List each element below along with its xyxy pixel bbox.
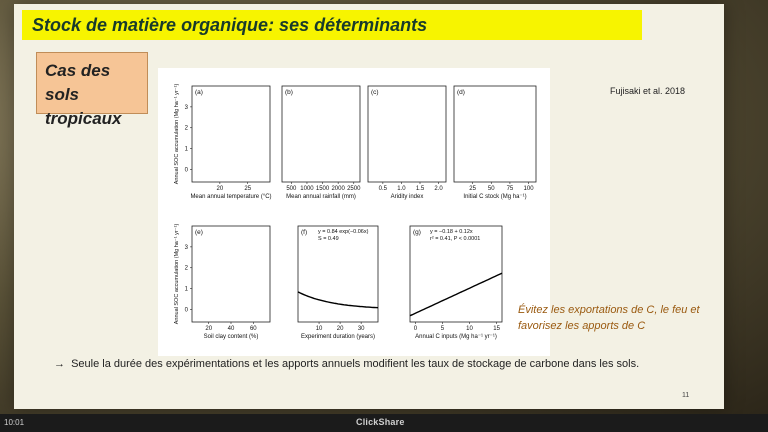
title-bar: Stock de matière organique: ses détermin… [22,10,642,40]
clock: 10:01 [4,418,25,427]
slide-subtitle: Cas des sols tropicaux [45,61,122,128]
y-tick-label: 2 [185,266,189,272]
panel-label: (d) [457,89,465,96]
x-tick-label: 2000 [331,186,345,192]
x-tick-label: 100 [524,186,535,192]
y-tick-label: 0 [185,307,189,313]
panel-label: (g) [413,229,421,236]
panel-frame [191,85,271,183]
x-tick-label: 0.5 [379,186,388,192]
recommendation-note: Évitez les exportations de C, le feu et … [518,304,700,332]
panel-label: (c) [371,89,379,96]
x-tick-label: 40 [228,326,235,332]
conclusion-line: → Seule la durée des expérimentations et… [54,358,734,370]
x-tick-label: 15 [493,326,500,332]
x-tick-label: 2.0 [434,186,443,192]
x-tick-label: 10 [466,326,473,332]
fit-equation: y = 0.84 exp(−0.06x) [318,229,369,235]
y-axis-label: Annual SOC accumulation (Mg ha⁻¹ yr⁻¹) [174,224,180,325]
y-tick-label: 3 [185,105,189,111]
x-tick-label: 2500 [347,186,361,192]
x-tick-label: 50 [488,186,495,192]
x-tick-label: 75 [507,186,514,192]
citation: Fujisaki et al. 2018 [610,86,686,96]
panel-label: (a) [195,89,203,96]
panel-frame [281,85,361,183]
x-axis-label: Mean annual rainfall (mm) [286,194,356,200]
fit-equation: r² = 0.41, P < 0.0001 [430,236,480,242]
x-tick-label: 1.0 [397,186,406,192]
panel-frame [297,225,379,323]
x-tick-label: 1.5 [416,186,425,192]
status-bar: 10:01 ClickShare [0,414,768,432]
x-tick-label: 5 [441,326,445,332]
x-tick-label: 20 [217,186,224,192]
x-axis-label: Experiment duration (years) [301,334,375,340]
y-tick-label: 2 [185,126,189,132]
panel-label: (b) [285,89,293,96]
scatter-figure: (a) 20 25 0 1 2 3 Mean annual temperature (°C) A… [158,68,550,356]
fit-equation: y = −0.18 + 0.12x [430,229,473,235]
arrow-icon: → [54,358,65,370]
x-tick-label: 500 [286,186,297,192]
panel-frame [367,85,447,183]
y-tick-label: 3 [185,245,189,251]
fit-equation: S = 0.49 [318,236,339,242]
panel-frame [409,225,503,323]
conclusion-text: Seule la durée des expérimentations et l… [71,358,640,370]
clickshare-logo: ClickShare [356,417,405,427]
x-tick-label: 30 [358,326,365,332]
panel-label: (f) [301,229,307,236]
page-number: 11 [682,392,690,399]
panel-frame [453,85,537,183]
x-axis-label: Mean annual temperature (°C) [190,194,271,200]
subtitle-box: Cas des sols tropicaux [36,52,148,128]
slide-title: Stock de matière organique: ses détermin… [32,15,428,35]
x-tick-label: 60 [250,326,257,332]
presentation-slide: Stock de matière organique: ses détermin… [14,4,724,409]
x-tick-label: 10 [316,326,323,332]
x-tick-label: 25 [469,186,476,192]
x-tick-label: 1000 [300,186,314,192]
y-tick-label: 0 [185,167,189,173]
y-axis-label: Annual SOC accumulation (Mg ha⁻¹ yr⁻¹) [174,84,180,185]
x-tick-label: 1500 [316,186,330,192]
x-tick-label: 25 [244,186,251,192]
y-tick-label: 1 [185,147,189,153]
panel-label: (e) [195,229,203,236]
x-axis-label: Initial C stock (Mg ha⁻¹) [463,194,526,200]
y-tick-label: 1 [185,287,189,293]
x-tick-label: 20 [337,326,344,332]
x-axis-label: Soil clay content (%) [204,334,259,340]
x-tick-label: 20 [205,326,212,332]
panel-frame [191,225,271,323]
x-axis-label: Annual C inputs (Mg ha⁻¹ yr⁻¹) [415,334,497,340]
x-tick-label: 0 [414,326,418,332]
fit-line [409,272,503,317]
x-axis-label: Aridity index [391,194,424,200]
fit-line [297,291,379,309]
